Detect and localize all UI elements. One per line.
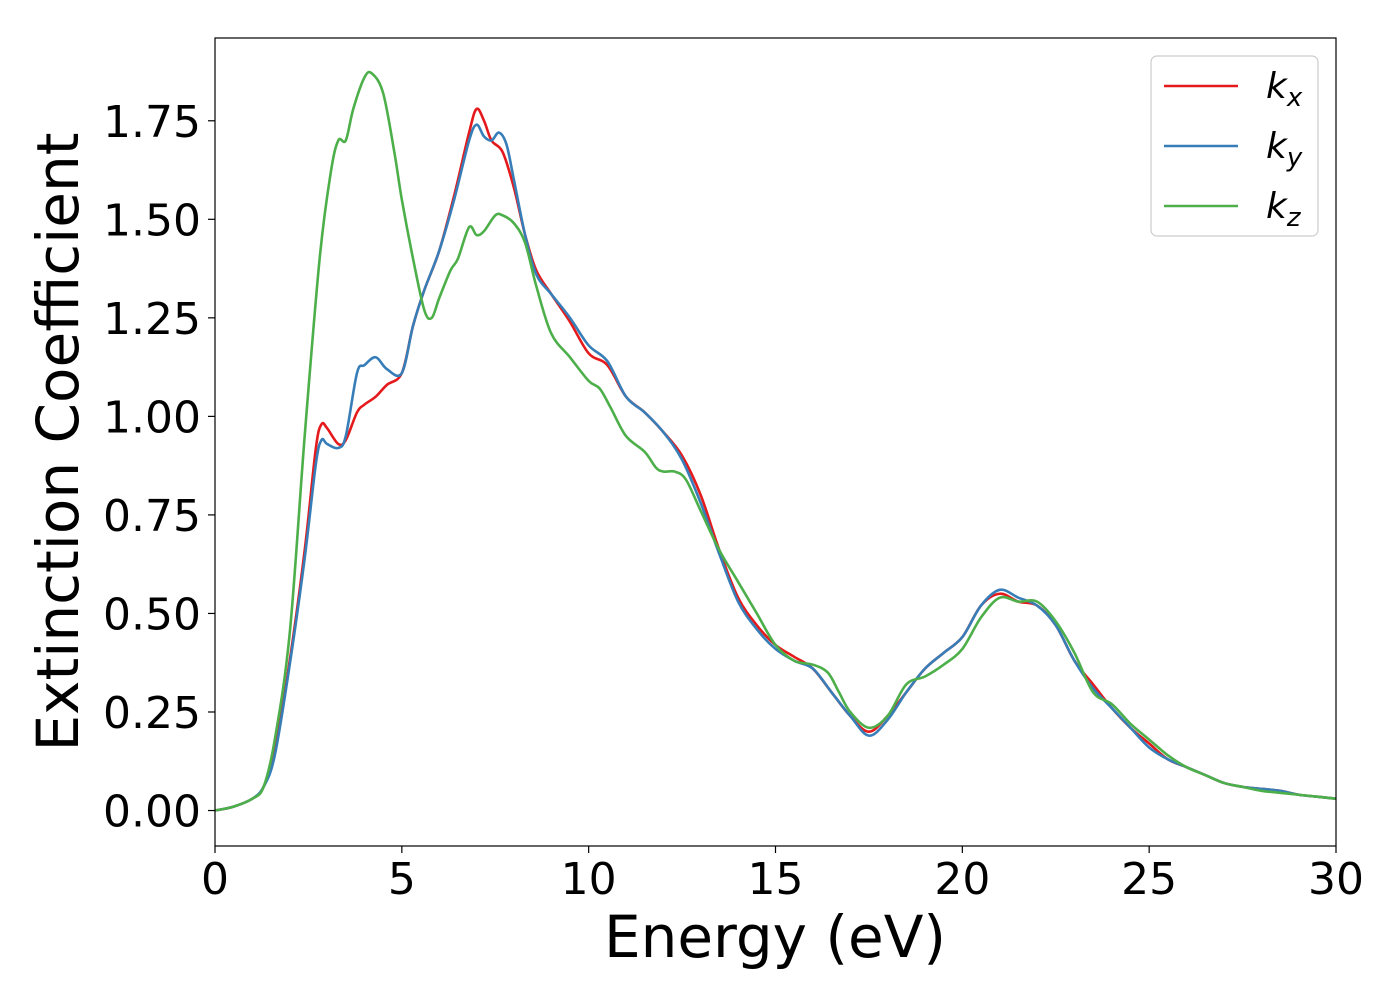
x-tick-label: 25 [1121,854,1177,905]
legend-label-y: ky [1266,126,1303,173]
x-tick-label: 20 [934,854,990,905]
x-axis-title: Energy (eV) [604,903,946,971]
y-tick-label: 1.50 [103,195,201,246]
legend-label-x: kx [1266,66,1303,113]
x-tick-label: 15 [748,854,804,905]
legend: kx ky kz [1150,55,1319,237]
y-tick-label: 0.25 [103,688,201,739]
y-tick-label: 0.75 [103,491,201,542]
series-line-y [215,123,1336,812]
legend-label-z: kz [1266,186,1302,233]
series-line-z [215,70,1336,812]
y-tick-label: 1.25 [103,294,201,345]
series-layer [215,70,1336,812]
x-tick-label: 10 [561,854,617,905]
y-axis-ticks: 0.00 0.25 0.50 0.75 1.00 1.25 1.50 1.75 [103,97,215,838]
y-tick-label: 0.50 [103,589,201,640]
y-tick-label: 0.00 [103,787,201,838]
y-tick-label: 1.75 [103,97,201,148]
x-axis-ticks: 0 5 10 15 20 25 30 [201,846,1364,905]
x-tick-label: 0 [201,854,229,905]
x-tick-label: 30 [1308,854,1364,905]
y-axis-title: Extinction Coefficient [24,133,92,752]
x-tick-label: 5 [388,854,416,905]
y-tick-label: 1.00 [103,392,201,443]
